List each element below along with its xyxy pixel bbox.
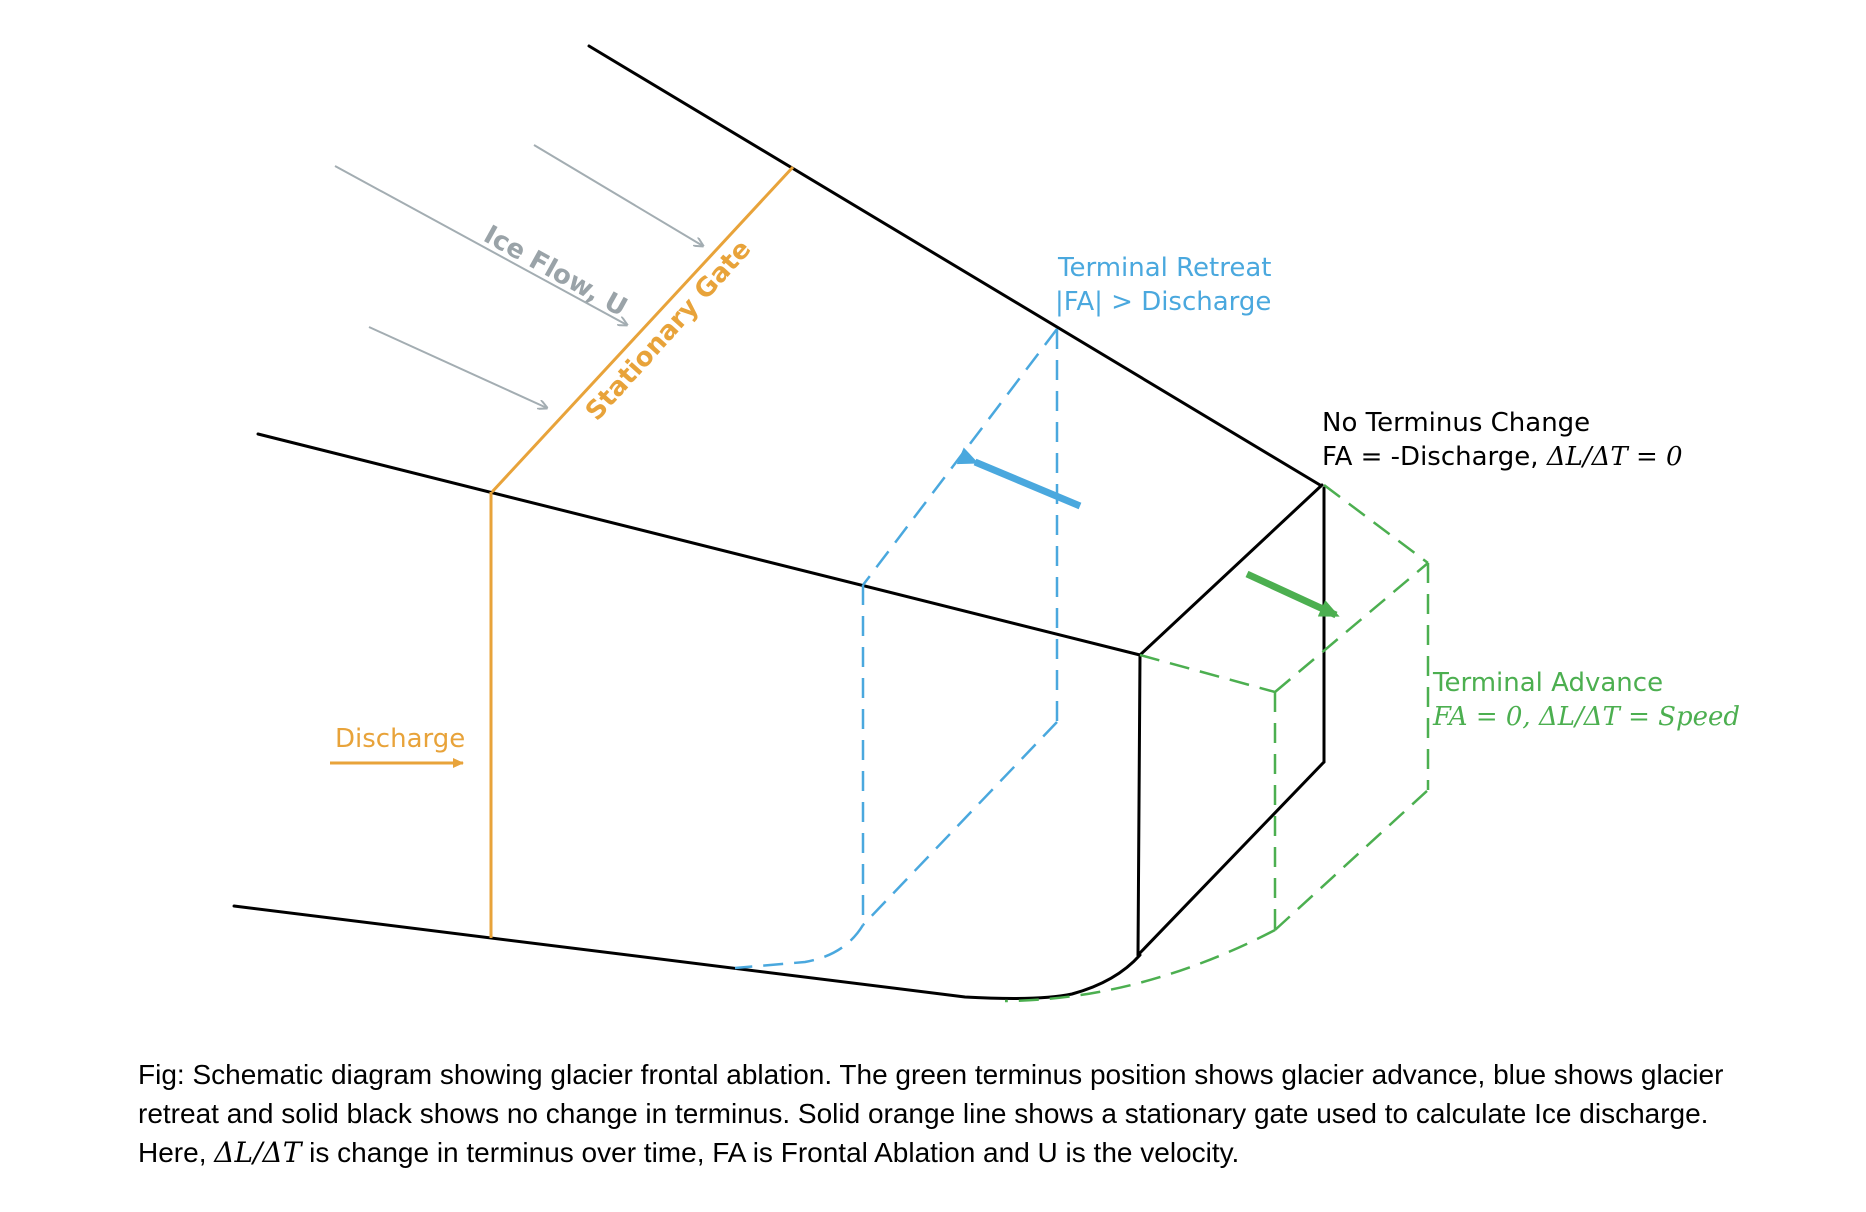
advance-middle-line xyxy=(1139,653,1276,694)
caption-line-3: Here, ΔL/ΔT is change in terminus over t… xyxy=(138,1133,1778,1172)
advance-arrow xyxy=(1245,570,1340,619)
stationary-gate-label: Stationary Gate xyxy=(580,234,757,426)
no-change-equation-text: FA = -Discharge, xyxy=(1322,442,1547,472)
retreat-bottom-line xyxy=(862,721,1058,926)
discharge-label: Discharge xyxy=(335,724,465,754)
advance-corner-curve xyxy=(1004,928,1276,1003)
figure-caption: Fig: Schematic diagram showing glacier f… xyxy=(138,1055,1778,1172)
advance-bottom-line xyxy=(1274,789,1429,931)
caption-line-3-end: is change in terminus over time, FA is F… xyxy=(301,1137,1240,1168)
no-change-title: No Terminus Change xyxy=(1322,408,1590,438)
ice-flow-arrow xyxy=(533,144,703,246)
terminus-front-top xyxy=(1138,483,1324,657)
gate-top-line xyxy=(490,165,795,494)
terminus-front-left xyxy=(1136,653,1142,957)
terminal-retreat-outline xyxy=(734,328,1059,970)
caption-line-3-start: Here, xyxy=(138,1137,215,1168)
caption-line-1: Fig: Schematic diagram showing glacier f… xyxy=(138,1059,1724,1090)
terminal-advance-outline xyxy=(1004,484,1430,1003)
retreat-top-line xyxy=(862,328,1058,586)
lower-edge-line xyxy=(232,904,1142,1000)
no-change-equation: FA = -Discharge, ΔL/ΔT = 0 xyxy=(1322,442,1683,472)
retreat-corner-curve xyxy=(734,924,865,970)
terminal-retreat-title: Terminal Retreat xyxy=(1057,253,1271,283)
caption-line-2: retreat and solid black shows no change … xyxy=(138,1098,1709,1129)
ice-flow-arrows xyxy=(334,144,703,408)
terminal-advance-equation: FA = 0, ΔL/ΔT = Speed xyxy=(1432,702,1740,732)
advance-diagonal-line xyxy=(1274,562,1429,693)
terminal-advance-title: Terminal Advance xyxy=(1432,668,1663,698)
middle-edge-line xyxy=(256,432,1142,657)
upper-edge-line xyxy=(587,44,1322,487)
glacier-outline xyxy=(232,44,1326,1000)
terminus-front-bottom xyxy=(1136,760,1326,957)
advance-top-line xyxy=(1323,484,1429,564)
no-change-equation-math: ΔL/ΔT = 0 xyxy=(1546,442,1683,472)
caption-line-3-math: ΔL/ΔT xyxy=(214,1136,302,1169)
ice-flow-label: Ice Flow, U xyxy=(479,220,632,323)
stationary-gate xyxy=(489,165,795,938)
terminal-retreat-equation: |FA| > Discharge xyxy=(1055,287,1271,317)
ice-flow-arrow xyxy=(334,165,627,325)
ice-flow-arrow xyxy=(368,326,547,408)
retreat-arrow xyxy=(956,447,1082,510)
